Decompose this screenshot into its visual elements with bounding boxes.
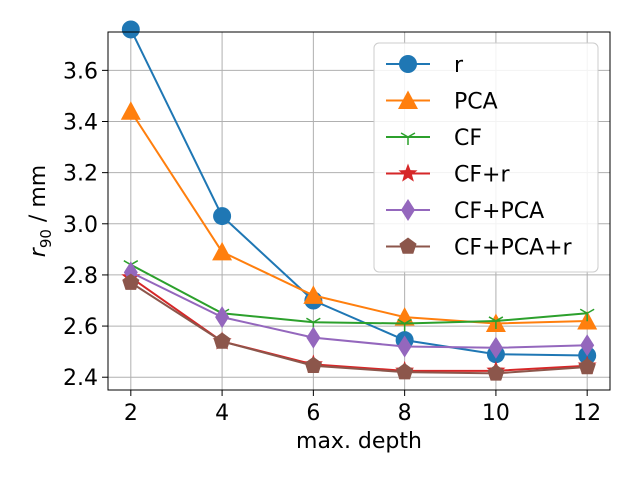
- data-point-cf-pca-r: [304, 356, 322, 373]
- x-axis-label: max. depth: [296, 429, 422, 454]
- legend-label-cf-pca-r: CF+PCA+r: [454, 236, 573, 261]
- y-tick-label: 2.8: [63, 264, 98, 289]
- data-point-cf: [397, 318, 412, 332]
- data-point-cf-pca: [580, 334, 595, 357]
- data-point-cf-pca-r: [213, 332, 231, 349]
- legend: r PCA CF CF+r CF+PCA CF+PCA+r: [373, 42, 599, 273]
- y-axis-label-unit: / mm: [26, 165, 51, 229]
- x-tick-label: 6: [306, 401, 320, 426]
- data-point-cf-pca: [215, 306, 230, 329]
- legend-label-cf: CF: [454, 126, 482, 151]
- y-tick-label: 2.6: [63, 315, 98, 340]
- legend-marker-cf-r: [398, 163, 418, 182]
- data-point-pca: [120, 101, 141, 120]
- series-cf-pca-r: [122, 273, 596, 381]
- x-tick-label: 12: [573, 401, 601, 426]
- data-point-cf-pca: [397, 335, 412, 358]
- data-point-cf: [579, 308, 595, 322]
- y-tick-label: 2.4: [63, 366, 98, 391]
- series-line-pca: [129, 110, 588, 325]
- data-point-r: [213, 207, 232, 226]
- data-point-cf-pca-r: [578, 357, 596, 375]
- data-point-cf-pca-r: [396, 363, 414, 380]
- x-tick-label: 2: [124, 401, 138, 426]
- legend-label-cf-r: CF+r: [454, 163, 510, 188]
- x-tick-label: 10: [482, 401, 510, 426]
- series-line-cf: [130, 263, 588, 325]
- legend-marker-cf-pca: [401, 199, 415, 221]
- x-tick-label: 8: [398, 401, 412, 426]
- data-point-cf-pca-r: [487, 364, 505, 381]
- data-point-r: [121, 20, 140, 39]
- x-tick-label: 4: [215, 401, 229, 426]
- series-layer: [120, 20, 598, 381]
- y-axis-label: r90 / mm: [26, 165, 55, 257]
- legend-label-pca: PCA: [454, 90, 498, 115]
- y-tick-label: 3.4: [63, 111, 98, 136]
- tick-marks: [102, 69, 588, 396]
- y-axis-label-subscript: 90: [37, 229, 55, 248]
- legend-label-cf-pca: CF+PCA: [454, 199, 544, 224]
- data-point-cf-pca-r: [122, 273, 140, 290]
- legend-marker-pca: [398, 90, 418, 109]
- y-tick-label: 3.0: [63, 213, 98, 238]
- data-point-cf-pca: [306, 326, 321, 349]
- series-line-cf-r: [130, 276, 588, 372]
- series-line-cf-pca-r: [130, 281, 588, 375]
- y-tick-label: 3.6: [63, 59, 98, 84]
- legend-marker-r: [399, 55, 417, 73]
- series-line-cf-pca: [130, 271, 588, 349]
- legend-marker-cf-pca-r: [399, 237, 417, 254]
- y-axis-label-symbol: r: [26, 246, 51, 257]
- x-tick-labels: 2 4 6 8 10 12: [124, 401, 601, 426]
- y-tick-label: 3.2: [63, 162, 98, 187]
- y-tick-labels: 2.4 2.6 2.8 3.0 3.2 3.4 3.6: [63, 59, 98, 391]
- data-point-cf-pca: [488, 336, 503, 359]
- data-point-cf: [488, 316, 504, 329]
- data-point-pca: [212, 241, 233, 261]
- legend-marker-cf: [400, 132, 416, 145]
- legend-label-r: r: [454, 53, 464, 78]
- series-line-r: [129, 29, 588, 357]
- data-point-pca: [303, 285, 324, 304]
- plot-frame: [107, 31, 611, 391]
- series-cf-pca: [123, 261, 595, 359]
